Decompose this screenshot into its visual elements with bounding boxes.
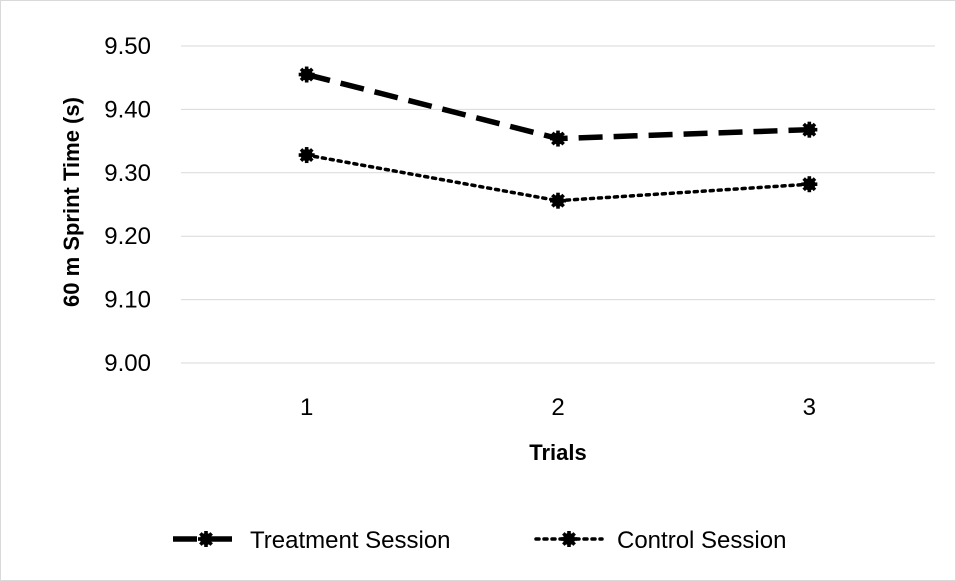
data-point-marker (550, 192, 566, 209)
data-point-marker (801, 121, 818, 138)
data-point-marker (801, 176, 818, 193)
legend-item: Treatment Session (173, 527, 451, 554)
data-point-marker (298, 147, 315, 164)
x-axis-title: Trials (529, 440, 586, 465)
series-line (305, 71, 810, 142)
data-point-marker (298, 66, 315, 83)
x-tick-label: 2 (551, 394, 564, 421)
y-tick-label: 9.50 (104, 33, 151, 60)
x-tick-labels: 1 2 3 (300, 394, 816, 421)
y-tick-labels: 9.00 9.10 9.20 9.30 9.40 9.50 (104, 33, 151, 377)
y-tick-label: 9.10 (104, 287, 151, 314)
y-tick-label: 9.30 (104, 160, 151, 187)
x-tick-label: 3 (803, 394, 816, 421)
gridlines (181, 45, 935, 364)
legend: Treatment Session Control Session (173, 527, 786, 554)
legend-marker (198, 531, 214, 547)
y-tick-label: 9.20 (104, 223, 151, 250)
legend-label: Control Session (617, 527, 786, 554)
x-tick-label: 1 (300, 394, 313, 421)
y-tick-label: 9.00 (104, 350, 151, 377)
series-lines (298, 66, 818, 209)
y-tick-label: 9.40 (104, 96, 151, 123)
data-point-marker (550, 130, 566, 147)
legend-label: Treatment Session (250, 527, 451, 554)
legend-item: Control Session (534, 527, 786, 554)
legend-marker (561, 531, 577, 547)
y-axis-title: 60 m Sprint Time (s) (59, 97, 84, 307)
